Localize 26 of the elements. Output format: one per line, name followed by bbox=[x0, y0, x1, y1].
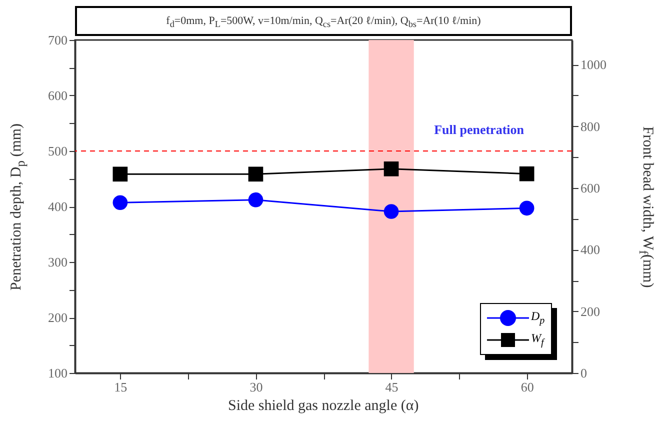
point bbox=[384, 204, 399, 219]
y2-tick-label: 1000 bbox=[580, 57, 606, 72]
x-tick-label: 15 bbox=[114, 380, 128, 394]
chart-title: f$_{d}$=0mm, P$_{L}$=500W, v=10m/min, Q$_{cs}$=Ar(20 ℓ/min), Q$_{bs}$=Ar(10 ℓ/min) bbox=[166, 15, 481, 30]
y2-tick-label: 200 bbox=[580, 304, 600, 319]
y2-tick-label: 400 bbox=[580, 242, 600, 258]
point bbox=[248, 192, 264, 208]
x-tick-label: 30 bbox=[250, 380, 263, 394]
y-tick-label: 400 bbox=[48, 199, 68, 214]
y-tick-label: 100 bbox=[48, 366, 68, 380]
y-tick-label: 200 bbox=[48, 310, 68, 325]
y-tick-label: 700 bbox=[48, 32, 68, 48]
x-tick-label: 60 bbox=[520, 380, 534, 394]
y2-tick-label: 600 bbox=[580, 180, 600, 196]
ref-line-label: Full penetration bbox=[434, 122, 525, 137]
y-tick-label: 500 bbox=[48, 144, 68, 158]
legend-label: D$_{p}$ bbox=[531, 309, 545, 327]
y2-tick-label: 0 bbox=[580, 366, 587, 380]
y2-tick-label: 800 bbox=[580, 118, 600, 134]
x-tick-label: 45 bbox=[385, 380, 398, 394]
point bbox=[112, 195, 128, 210]
x-axis-title: Side shield gas nozzle angle (α) bbox=[228, 398, 419, 415]
y-tick-label: 600 bbox=[48, 88, 68, 103]
legend-label: W$_{f}$ bbox=[531, 331, 544, 349]
point bbox=[519, 200, 534, 216]
y-tick-label: 300 bbox=[48, 254, 68, 270]
